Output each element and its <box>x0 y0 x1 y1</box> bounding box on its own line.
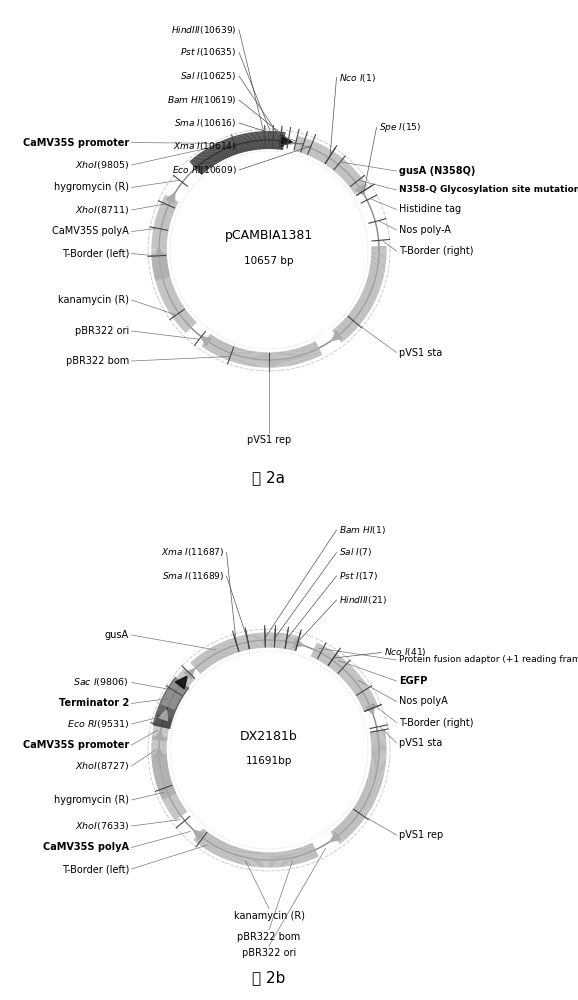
Text: hygromycin (R): hygromycin (R) <box>54 795 129 805</box>
Polygon shape <box>193 830 203 840</box>
Text: $\it{Pst\ I}$(10635): $\it{Pst\ I}$(10635) <box>180 46 236 58</box>
Text: Histidine tag: Histidine tag <box>399 205 461 215</box>
Text: $\it{Spe\ I}$(15): $\it{Spe\ I}$(15) <box>379 121 421 134</box>
Text: $\it{Pst\ I}$(17): $\it{Pst\ I}$(17) <box>339 570 378 582</box>
Text: $\it{Nco\ I}$(41): $\it{Nco\ I}$(41) <box>384 647 427 658</box>
Text: N358-Q Glycosylation site mutation: N358-Q Glycosylation site mutation <box>399 186 578 194</box>
Text: 图 2b: 图 2b <box>253 970 286 985</box>
Text: $\it{XhoI}$(8711): $\it{XhoI}$(8711) <box>75 204 129 216</box>
Text: pBR322 bom: pBR322 bom <box>66 356 129 366</box>
Text: $\it{Eco\ RI}$(10609): $\it{Eco\ RI}$(10609) <box>172 164 236 176</box>
Text: pBR322 ori: pBR322 ori <box>75 326 129 336</box>
Polygon shape <box>184 669 194 679</box>
Text: CaMV35S polyA: CaMV35S polyA <box>43 842 129 852</box>
Polygon shape <box>155 247 164 257</box>
Text: $\it{Sal\ I}$(7): $\it{Sal\ I}$(7) <box>339 546 372 558</box>
Polygon shape <box>332 331 342 341</box>
Text: T-Border (left): T-Border (left) <box>62 248 129 258</box>
Polygon shape <box>330 832 340 842</box>
Polygon shape <box>159 710 168 721</box>
Text: pVS1 sta: pVS1 sta <box>399 738 442 748</box>
Text: 11691bp: 11691bp <box>246 756 292 766</box>
Polygon shape <box>166 193 175 203</box>
Text: pVS1 rep: pVS1 rep <box>247 435 291 445</box>
Text: CaMV35S promoter: CaMV35S promoter <box>23 137 129 147</box>
Text: pVS1 sta: pVS1 sta <box>399 348 442 358</box>
Text: DX2181b: DX2181b <box>240 730 298 742</box>
Polygon shape <box>280 135 292 146</box>
Polygon shape <box>201 336 211 346</box>
Text: kanamycin (R): kanamycin (R) <box>58 295 129 305</box>
Text: pCAMBIA1381: pCAMBIA1381 <box>225 230 313 242</box>
Text: $\it{Sac\ I}$(9806): $\it{Sac\ I}$(9806) <box>73 676 129 688</box>
Polygon shape <box>155 747 164 757</box>
Polygon shape <box>155 730 164 740</box>
Text: pBR322 ori: pBR322 ori <box>242 948 296 958</box>
Text: hygromycin (R): hygromycin (R) <box>54 182 129 192</box>
Text: EGFP: EGFP <box>399 676 427 686</box>
Text: T-Border (left): T-Border (left) <box>62 864 129 874</box>
Text: $\it{XhoI}$(9805): $\it{XhoI}$(9805) <box>75 159 129 171</box>
Text: Nos poly-A: Nos poly-A <box>399 225 451 235</box>
Text: $\it{Sma\ I}$(10616): $\it{Sma\ I}$(10616) <box>174 117 236 129</box>
Text: $\it{Xma\ I}$(11687): $\it{Xma\ I}$(11687) <box>161 546 224 558</box>
Text: $\it{XhoI}$(7633): $\it{XhoI}$(7633) <box>75 820 129 832</box>
Text: Protein fusion adaptor (+1 reading frame): Protein fusion adaptor (+1 reading frame… <box>399 656 578 664</box>
Polygon shape <box>176 676 187 689</box>
Text: 图 2a: 图 2a <box>253 470 286 485</box>
Polygon shape <box>355 185 365 196</box>
Text: gusA: gusA <box>105 630 129 640</box>
Text: $\it{HindIII}$(21): $\it{HindIII}$(21) <box>339 594 387 606</box>
Polygon shape <box>293 639 304 647</box>
Text: $\it{Eco\ RI}$(9531): $\it{Eco\ RI}$(9531) <box>66 718 129 730</box>
Text: T-Border (right): T-Border (right) <box>399 246 473 256</box>
Text: CaMV35S polyA: CaMV35S polyA <box>52 227 129 236</box>
Polygon shape <box>365 704 374 715</box>
Text: $\it{Nco\ I}$(1): $\it{Nco\ I}$(1) <box>339 72 376 84</box>
Text: Nos polyA: Nos polyA <box>399 696 448 706</box>
Text: 10657 bp: 10657 bp <box>244 256 294 266</box>
Text: kanamycin (R): kanamycin (R) <box>234 911 305 921</box>
Text: $\it{Bam\ HI}$(10619): $\it{Bam\ HI}$(10619) <box>167 94 236 106</box>
Text: pVS1 rep: pVS1 rep <box>399 830 443 840</box>
Text: $\it{Sal\ I}$(10625): $\it{Sal\ I}$(10625) <box>180 70 236 82</box>
Text: $\it{Bam\ HI}$(1): $\it{Bam\ HI}$(1) <box>339 524 386 536</box>
Text: $\it{XhoI}$(8727): $\it{XhoI}$(8727) <box>75 760 129 772</box>
Text: CaMV35S promoter: CaMV35S promoter <box>23 740 129 750</box>
Text: T-Border (right): T-Border (right) <box>399 718 473 728</box>
Text: pBR322 bom: pBR322 bom <box>238 932 301 942</box>
Text: gusA (N358Q): gusA (N358Q) <box>399 166 475 176</box>
Text: $\it{Xma\ I}$(10614): $\it{Xma\ I}$(10614) <box>173 140 236 152</box>
Text: $\it{HindIII}$(10639): $\it{HindIII}$(10639) <box>171 24 236 36</box>
Text: $\it{Sma\ I}$(11689): $\it{Sma\ I}$(11689) <box>162 570 224 582</box>
Text: Terminator 2: Terminator 2 <box>59 698 129 708</box>
